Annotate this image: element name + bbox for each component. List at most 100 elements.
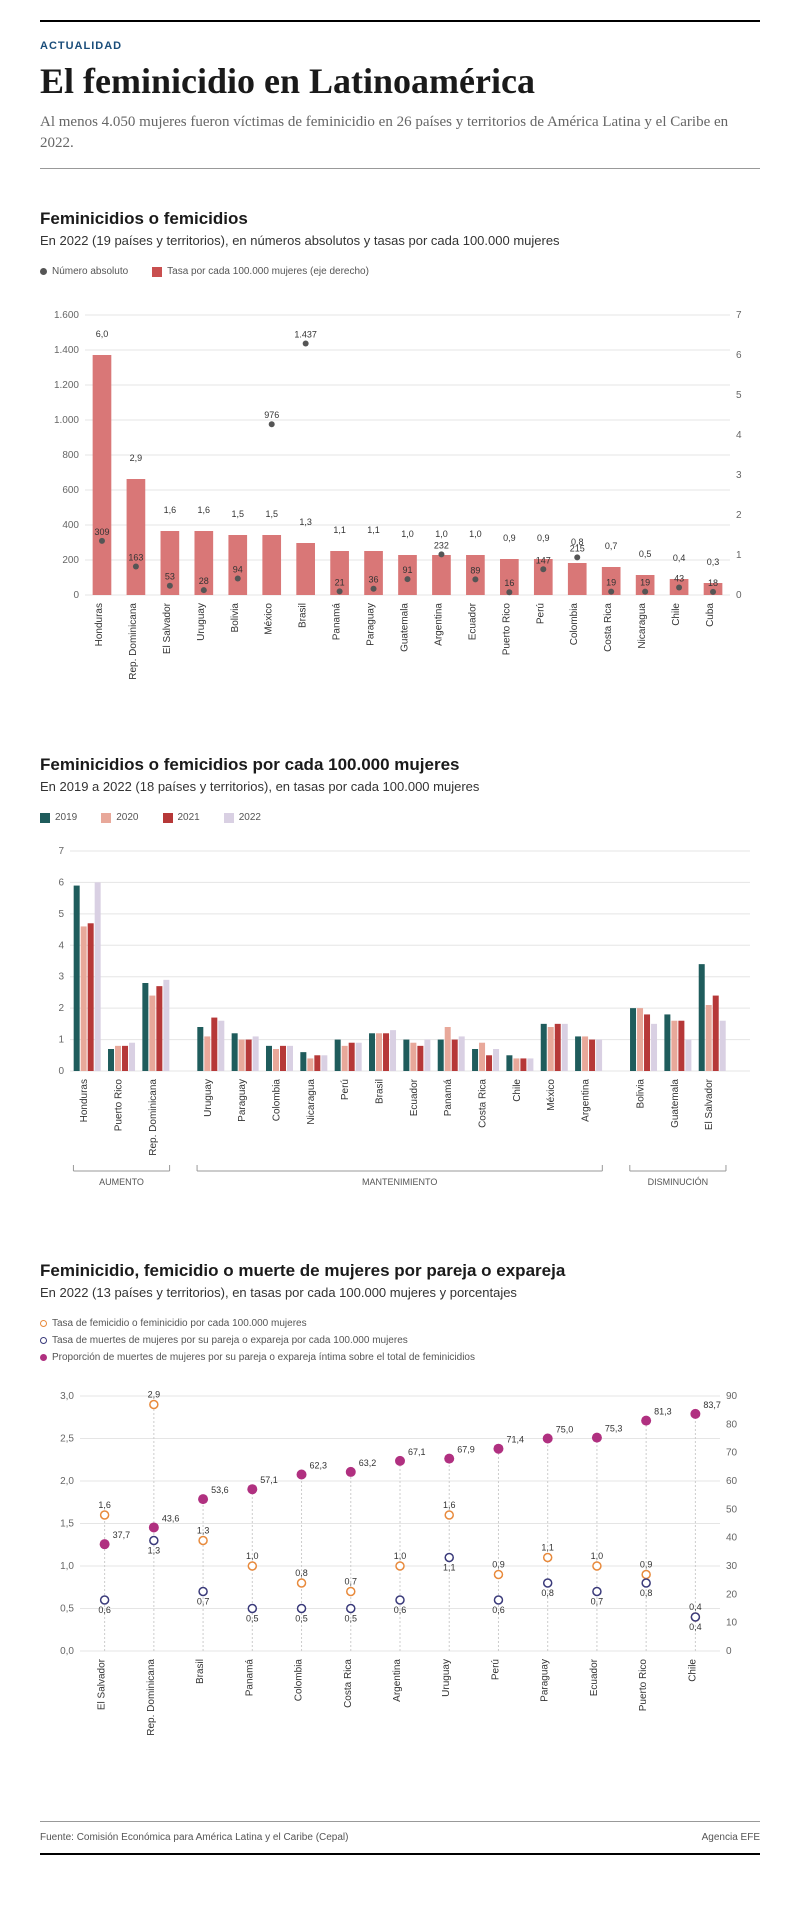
- svg-text:600: 600: [62, 485, 79, 496]
- svg-text:Argentina: Argentina: [581, 1079, 592, 1122]
- svg-text:21: 21: [335, 577, 345, 587]
- svg-text:6: 6: [736, 350, 742, 361]
- svg-text:Chile: Chile: [687, 1659, 698, 1682]
- svg-text:16: 16: [504, 578, 514, 588]
- main-subtitle: Al menos 4.050 mujeres fueron víctimas d…: [40, 112, 760, 154]
- svg-text:0: 0: [58, 1066, 64, 1077]
- svg-text:Costa Rica: Costa Rica: [478, 1079, 489, 1128]
- svg-text:0,5: 0,5: [345, 1614, 358, 1624]
- chart1-legend: Número absolutoTasa por cada 100.000 muj…: [40, 266, 760, 277]
- svg-text:Brasil: Brasil: [375, 1079, 386, 1104]
- svg-text:1,0: 1,0: [591, 1551, 604, 1561]
- svg-text:0,7: 0,7: [591, 1597, 604, 1607]
- svg-text:2,9: 2,9: [130, 453, 143, 463]
- svg-text:70: 70: [726, 1448, 738, 1459]
- svg-text:Panamá: Panamá: [443, 1079, 454, 1117]
- svg-text:El Salvador: El Salvador: [97, 1658, 108, 1710]
- svg-text:3: 3: [736, 470, 742, 481]
- svg-text:53,6: 53,6: [211, 1485, 229, 1495]
- svg-text:53: 53: [165, 572, 175, 582]
- svg-text:1.400: 1.400: [54, 345, 79, 356]
- svg-text:63,2: 63,2: [359, 1458, 377, 1468]
- svg-text:90: 90: [726, 1391, 738, 1402]
- svg-text:67,9: 67,9: [457, 1445, 475, 1455]
- svg-text:Ecuador: Ecuador: [409, 1078, 420, 1116]
- svg-text:0,8: 0,8: [640, 1588, 653, 1598]
- svg-text:1,0: 1,0: [401, 529, 414, 539]
- svg-text:50: 50: [726, 1504, 738, 1515]
- svg-text:0,8: 0,8: [571, 537, 584, 547]
- chart1-area: 02004006008001.0001.2001.4001.6000123456…: [40, 295, 760, 695]
- svg-text:Cuba: Cuba: [705, 603, 716, 627]
- svg-text:Panamá: Panamá: [244, 1659, 255, 1697]
- footer-source: Fuente: Comisión Económica para América …: [40, 1832, 348, 1843]
- svg-text:1,6: 1,6: [198, 505, 211, 515]
- svg-text:94: 94: [233, 565, 243, 575]
- svg-text:1: 1: [58, 1035, 64, 1046]
- svg-text:Rep. Dominicana: Rep. Dominicana: [128, 603, 139, 680]
- svg-text:El Salvador: El Salvador: [162, 602, 173, 654]
- chart1-block: Feminicidios o femicidios En 2022 (19 pa…: [40, 209, 760, 695]
- chart1-subtitle: En 2022 (19 países y territorios), en nú…: [40, 233, 760, 248]
- svg-text:Ecuador: Ecuador: [467, 602, 478, 640]
- svg-text:Bolivia: Bolivia: [230, 603, 241, 633]
- svg-text:147: 147: [536, 555, 551, 565]
- svg-text:1,1: 1,1: [367, 525, 380, 535]
- category-label: ACTUALIDAD: [40, 40, 760, 52]
- svg-text:Chile: Chile: [671, 603, 682, 626]
- svg-text:1,6: 1,6: [443, 1500, 456, 1510]
- svg-text:1,1: 1,1: [541, 1543, 554, 1553]
- svg-text:Nicaragua: Nicaragua: [306, 1079, 317, 1125]
- svg-text:62,3: 62,3: [310, 1460, 328, 1470]
- svg-text:91: 91: [402, 565, 412, 575]
- svg-text:0,4: 0,4: [689, 1622, 702, 1632]
- svg-text:3,0: 3,0: [60, 1391, 74, 1402]
- svg-text:Puerto Rico: Puerto Rico: [114, 1079, 125, 1132]
- svg-text:5: 5: [736, 390, 742, 401]
- svg-text:83,7: 83,7: [703, 1400, 721, 1410]
- svg-text:Uruguay: Uruguay: [203, 1079, 214, 1117]
- svg-text:Colombia: Colombia: [271, 1079, 282, 1122]
- chart3-svg: 0,00,51,01,52,02,53,00102030405060708090…: [40, 1381, 760, 1761]
- svg-text:Perú: Perú: [340, 1079, 351, 1100]
- svg-text:19: 19: [640, 578, 650, 588]
- svg-text:Brasil: Brasil: [298, 603, 309, 628]
- svg-text:200: 200: [62, 555, 79, 566]
- svg-text:0,7: 0,7: [605, 541, 618, 551]
- svg-text:Costa Rica: Costa Rica: [343, 1659, 354, 1708]
- svg-text:19: 19: [606, 578, 616, 588]
- svg-text:4: 4: [58, 940, 64, 951]
- svg-text:1,3: 1,3: [299, 517, 312, 527]
- svg-text:DISMINUCIÓN: DISMINUCIÓN: [648, 1177, 709, 1187]
- svg-text:1,5: 1,5: [60, 1519, 74, 1530]
- svg-text:1,0: 1,0: [435, 529, 448, 539]
- svg-text:0,0: 0,0: [60, 1646, 74, 1657]
- svg-text:976: 976: [264, 410, 279, 420]
- svg-text:Perú: Perú: [535, 603, 546, 624]
- svg-text:309: 309: [94, 527, 109, 537]
- svg-text:Paraguay: Paraguay: [237, 1079, 248, 1122]
- svg-text:0,3: 0,3: [707, 557, 720, 567]
- svg-text:Argentina: Argentina: [392, 1659, 403, 1702]
- svg-text:57,1: 57,1: [260, 1475, 278, 1485]
- svg-text:Rep. Dominicana: Rep. Dominicana: [146, 1659, 157, 1736]
- svg-text:Ecuador: Ecuador: [589, 1658, 600, 1696]
- svg-text:1.437: 1.437: [294, 330, 317, 340]
- svg-text:Perú: Perú: [490, 1659, 501, 1680]
- svg-text:Chile: Chile: [512, 1079, 523, 1102]
- svg-text:Honduras: Honduras: [94, 603, 105, 646]
- svg-text:67,1: 67,1: [408, 1447, 426, 1457]
- svg-text:0,7: 0,7: [197, 1597, 210, 1607]
- svg-text:0,9: 0,9: [640, 1560, 653, 1570]
- svg-text:México: México: [264, 603, 275, 635]
- chart3-subtitle: En 2022 (13 países y territorios), en ta…: [40, 1285, 760, 1300]
- svg-text:89: 89: [470, 565, 480, 575]
- svg-text:1,0: 1,0: [60, 1561, 74, 1572]
- svg-text:0,6: 0,6: [492, 1605, 505, 1615]
- svg-text:1.600: 1.600: [54, 310, 79, 321]
- svg-text:1,6: 1,6: [98, 1500, 111, 1510]
- svg-text:71,4: 71,4: [506, 1435, 524, 1445]
- svg-text:1,3: 1,3: [148, 1546, 161, 1556]
- svg-text:800: 800: [62, 450, 79, 461]
- svg-text:0,5: 0,5: [60, 1604, 74, 1615]
